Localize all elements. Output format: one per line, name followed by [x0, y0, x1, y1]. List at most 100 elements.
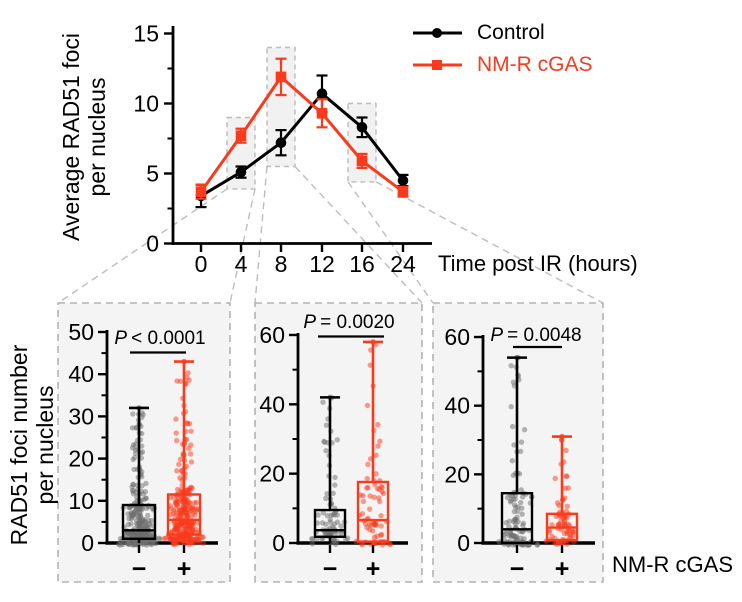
y-tick-label: 15: [133, 21, 159, 47]
scatter-point: [145, 512, 151, 519]
scatter-point: [315, 512, 321, 518]
scatter-point: [130, 512, 137, 518]
y-tick-label: 0: [272, 530, 285, 556]
scatter-point: [131, 454, 138, 461]
scatter-point: [156, 535, 162, 541]
scatter-point: [562, 485, 568, 492]
marker-square: [397, 186, 409, 197]
scatter-point: [564, 541, 570, 547]
y-tick-label: 10: [68, 488, 94, 514]
scatter-point: [365, 461, 371, 468]
scatter-point: [507, 499, 514, 505]
legend-marker-nmr-square: [432, 60, 442, 70]
legend-marker-control-circle: [432, 28, 442, 38]
line-chart-x-axis-title: Time post IR (hours): [438, 251, 638, 276]
scatter-point: [176, 461, 182, 468]
scatter-point: [120, 541, 126, 548]
scatter-point: [174, 468, 180, 474]
scatter-point: [173, 430, 179, 436]
scatter-point: [186, 377, 192, 383]
y-tick-label: 60: [444, 324, 470, 350]
scatter-point: [187, 451, 194, 457]
scatter-point: [367, 362, 374, 368]
scatter-point: [139, 540, 145, 546]
scatter-point: [177, 378, 184, 384]
legend-label-control: Control: [477, 21, 545, 44]
scatter-point: [139, 532, 146, 539]
y-tick-label: 5: [146, 161, 159, 187]
scatter-point: [184, 420, 191, 427]
box-+: [356, 480, 390, 543]
scatter-point: [196, 539, 202, 545]
x-tick-label: 16: [349, 251, 375, 277]
scatter-point: [139, 449, 146, 455]
scatter-point: [377, 498, 383, 505]
scatter-point: [324, 512, 331, 519]
scatter-point: [185, 370, 191, 376]
scatter-point: [518, 499, 524, 506]
scatter-point: [496, 538, 502, 545]
scatter-point: [334, 437, 340, 443]
scatter-point: [511, 508, 518, 515]
scatter-point: [334, 519, 341, 525]
scatter-point: [371, 494, 377, 501]
scatter-point: [330, 490, 336, 497]
scatter-point: [184, 513, 190, 519]
scatter-point: [185, 538, 191, 545]
zoom-connector-right-1: [229, 188, 256, 304]
scatter-point: [511, 517, 517, 523]
scatter-point: [521, 426, 528, 433]
x-tick-label: 0: [195, 251, 208, 277]
scatter-point: [142, 517, 148, 523]
y-tick-label: 50: [68, 319, 94, 345]
scatter-point: [327, 519, 333, 525]
scatter-point: [549, 522, 555, 528]
scatter-point: [127, 532, 134, 538]
group-axis-label-nmr-cgas: NM-R cGAS: [612, 552, 733, 577]
scatter-point: [131, 466, 137, 473]
scatter-point: [378, 531, 385, 538]
scatter-point: [552, 475, 558, 482]
zoom-connector-left-1: [57, 188, 228, 304]
scatter-point: [328, 512, 334, 518]
scatter-point: [133, 520, 140, 527]
scatter-point: [173, 506, 179, 512]
scatter-point: [510, 379, 517, 385]
scatter-point: [360, 498, 367, 505]
scatter-point: [570, 533, 576, 540]
series-line: [199, 75, 404, 193]
scatter-point: [518, 439, 525, 445]
scatter-point: [508, 363, 514, 369]
scatter-point: [116, 541, 122, 548]
scatter-point: [321, 438, 327, 445]
scatter-point: [364, 475, 370, 482]
scatter-point: [509, 423, 516, 430]
scatter-point: [193, 499, 200, 506]
marker-circle: [397, 175, 409, 186]
scatter-point: [129, 445, 136, 451]
y-tick-label: 60: [259, 322, 285, 348]
scatter-point: [138, 443, 145, 449]
scatter-point: [193, 527, 200, 533]
scatter-point: [320, 399, 326, 405]
group-label--: −: [132, 555, 147, 583]
scatter-point: [188, 484, 194, 491]
scatter-point: [168, 505, 174, 512]
scatter-point: [371, 534, 378, 540]
scatter-point: [200, 540, 206, 546]
scatter-point: [338, 523, 344, 529]
scatter-point: [139, 414, 145, 421]
scatter-point: [564, 503, 571, 509]
scatter-point: [324, 491, 330, 497]
y-tick-label: 0: [81, 530, 94, 556]
scatter-point: [506, 523, 512, 530]
scatter-point: [182, 504, 188, 510]
y-tick-label: 30: [68, 403, 94, 429]
scatter-point: [562, 514, 568, 521]
series-line: [200, 92, 405, 198]
marker-square: [356, 155, 368, 167]
scatter-point: [186, 445, 192, 452]
scatter-point: [359, 511, 366, 517]
scatter-point: [563, 473, 570, 479]
scatter-point: [139, 474, 145, 480]
